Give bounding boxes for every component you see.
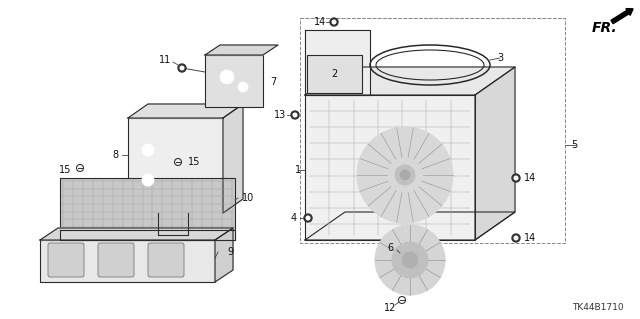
Circle shape [514, 236, 518, 240]
Polygon shape [305, 67, 515, 95]
Text: 8: 8 [112, 150, 118, 160]
Text: 11: 11 [159, 55, 171, 65]
Text: 15: 15 [188, 157, 200, 167]
Circle shape [332, 20, 336, 24]
Circle shape [306, 216, 310, 220]
Text: 7: 7 [270, 77, 276, 87]
Bar [60, 178, 235, 230]
Polygon shape [305, 30, 370, 95]
Text: 13: 13 [274, 110, 286, 120]
Circle shape [291, 111, 299, 119]
Text: 14: 14 [524, 173, 536, 183]
Polygon shape [60, 230, 235, 240]
Circle shape [180, 66, 184, 70]
Text: 10: 10 [242, 193, 254, 203]
Circle shape [392, 242, 428, 278]
Text: 9: 9 [227, 247, 233, 257]
Text: 6: 6 [387, 243, 393, 253]
Circle shape [330, 18, 338, 26]
Circle shape [512, 234, 520, 242]
Polygon shape [223, 104, 243, 213]
Polygon shape [40, 228, 233, 240]
Circle shape [402, 252, 418, 268]
Circle shape [220, 70, 234, 84]
Circle shape [142, 174, 154, 186]
Circle shape [142, 144, 154, 156]
Bar [307, 55, 362, 93]
Circle shape [375, 225, 445, 295]
Circle shape [178, 64, 186, 72]
Text: FR.: FR. [592, 21, 618, 35]
FancyArrow shape [611, 9, 633, 24]
Circle shape [400, 170, 410, 180]
Polygon shape [475, 67, 515, 240]
Text: 4: 4 [291, 213, 297, 223]
FancyBboxPatch shape [48, 243, 84, 277]
Polygon shape [215, 228, 233, 282]
Text: 3: 3 [497, 53, 503, 63]
Circle shape [304, 214, 312, 222]
Polygon shape [128, 104, 243, 118]
Text: 1: 1 [295, 165, 301, 175]
Bar [40, 240, 215, 282]
Text: 12: 12 [384, 303, 396, 313]
FancyBboxPatch shape [148, 243, 184, 277]
Circle shape [514, 176, 518, 180]
Circle shape [293, 113, 297, 117]
Bar [300, 18, 565, 243]
Bar [205, 55, 263, 107]
Polygon shape [305, 95, 475, 240]
FancyBboxPatch shape [98, 243, 134, 277]
Text: 14: 14 [314, 17, 326, 27]
Bar [128, 118, 223, 213]
Circle shape [238, 82, 248, 92]
Circle shape [357, 127, 453, 223]
Circle shape [395, 165, 415, 185]
Text: TK44B1710: TK44B1710 [572, 303, 623, 313]
Text: 5: 5 [571, 140, 577, 150]
Text: 2: 2 [331, 69, 337, 79]
Text: 14: 14 [524, 233, 536, 243]
Text: 15: 15 [59, 165, 71, 175]
Circle shape [512, 174, 520, 182]
Polygon shape [205, 45, 278, 55]
